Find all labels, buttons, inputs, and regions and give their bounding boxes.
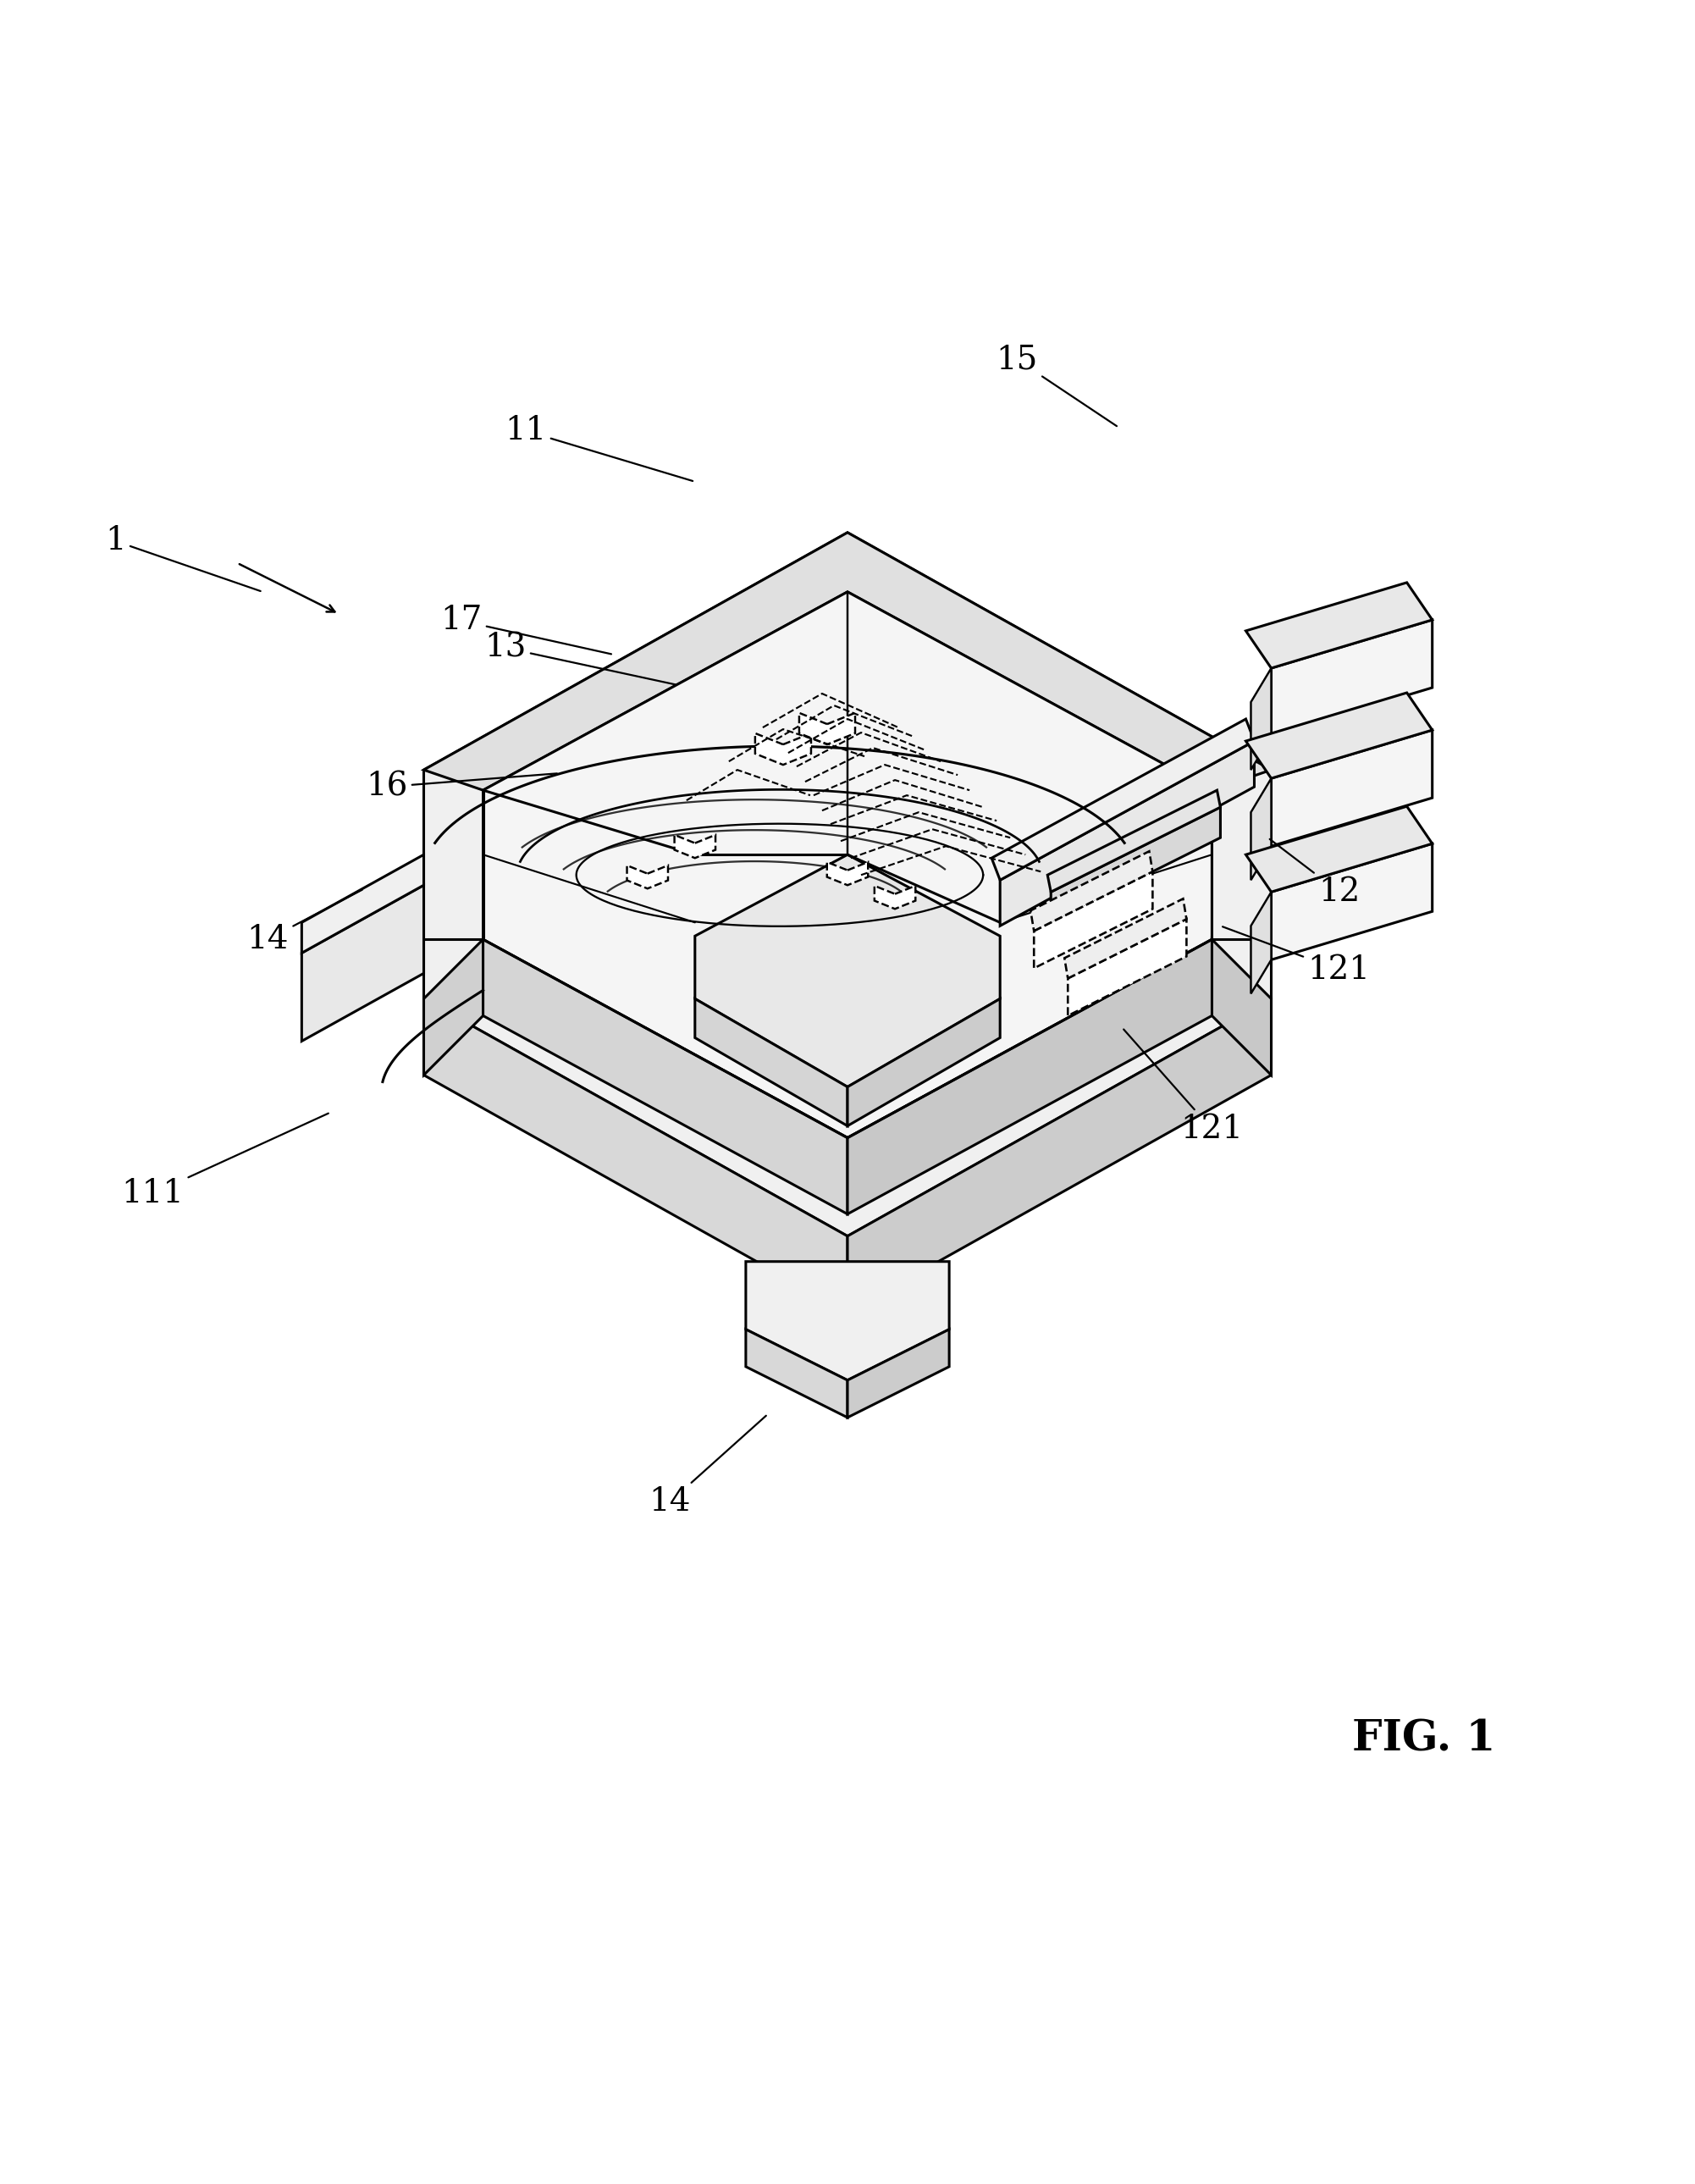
Polygon shape — [827, 863, 868, 885]
Polygon shape — [848, 939, 1212, 1214]
Polygon shape — [302, 885, 424, 1042]
Polygon shape — [424, 939, 483, 1075]
Polygon shape — [992, 719, 1254, 880]
Text: 17: 17 — [441, 605, 612, 653]
Polygon shape — [1000, 740, 1254, 926]
Polygon shape — [1068, 919, 1186, 1016]
Polygon shape — [746, 1262, 949, 1380]
Polygon shape — [848, 1330, 949, 1417]
Polygon shape — [424, 998, 848, 1313]
Polygon shape — [1048, 791, 1220, 891]
Polygon shape — [1034, 871, 1153, 968]
Polygon shape — [483, 939, 848, 1214]
Polygon shape — [424, 533, 1271, 791]
Polygon shape — [627, 865, 668, 889]
Polygon shape — [848, 998, 1000, 1127]
Polygon shape — [1246, 806, 1432, 891]
Polygon shape — [756, 734, 812, 764]
Polygon shape — [1251, 778, 1271, 880]
Text: 12: 12 — [1270, 839, 1359, 909]
Polygon shape — [1271, 843, 1432, 959]
Polygon shape — [1251, 668, 1271, 771]
Polygon shape — [1064, 900, 1187, 978]
Polygon shape — [1271, 729, 1432, 845]
Polygon shape — [1212, 939, 1271, 1075]
Polygon shape — [746, 1330, 848, 1417]
Polygon shape — [483, 592, 1212, 1138]
Polygon shape — [424, 533, 1271, 1236]
Polygon shape — [1031, 852, 1153, 930]
Polygon shape — [1051, 808, 1220, 922]
Polygon shape — [800, 712, 854, 745]
Text: 13: 13 — [485, 631, 676, 684]
Text: 15: 15 — [997, 343, 1117, 426]
Text: 14: 14 — [247, 889, 363, 954]
Polygon shape — [483, 592, 1212, 1138]
Polygon shape — [875, 887, 915, 909]
Text: 1: 1 — [105, 526, 261, 592]
Polygon shape — [675, 834, 715, 858]
Polygon shape — [1246, 583, 1432, 668]
Polygon shape — [695, 998, 848, 1127]
Polygon shape — [1271, 620, 1432, 736]
Text: 14: 14 — [649, 1415, 766, 1518]
Polygon shape — [1246, 692, 1432, 778]
Polygon shape — [1251, 891, 1271, 994]
Text: 121: 121 — [1222, 926, 1370, 985]
Polygon shape — [848, 998, 1271, 1313]
Text: 16: 16 — [366, 771, 558, 802]
Polygon shape — [302, 854, 424, 952]
Text: FIG. 1: FIG. 1 — [1353, 1719, 1495, 1760]
Polygon shape — [695, 854, 1000, 1088]
Text: 111: 111 — [122, 1114, 329, 1210]
Text: 11: 11 — [505, 415, 693, 480]
Text: 121: 121 — [1124, 1029, 1242, 1144]
